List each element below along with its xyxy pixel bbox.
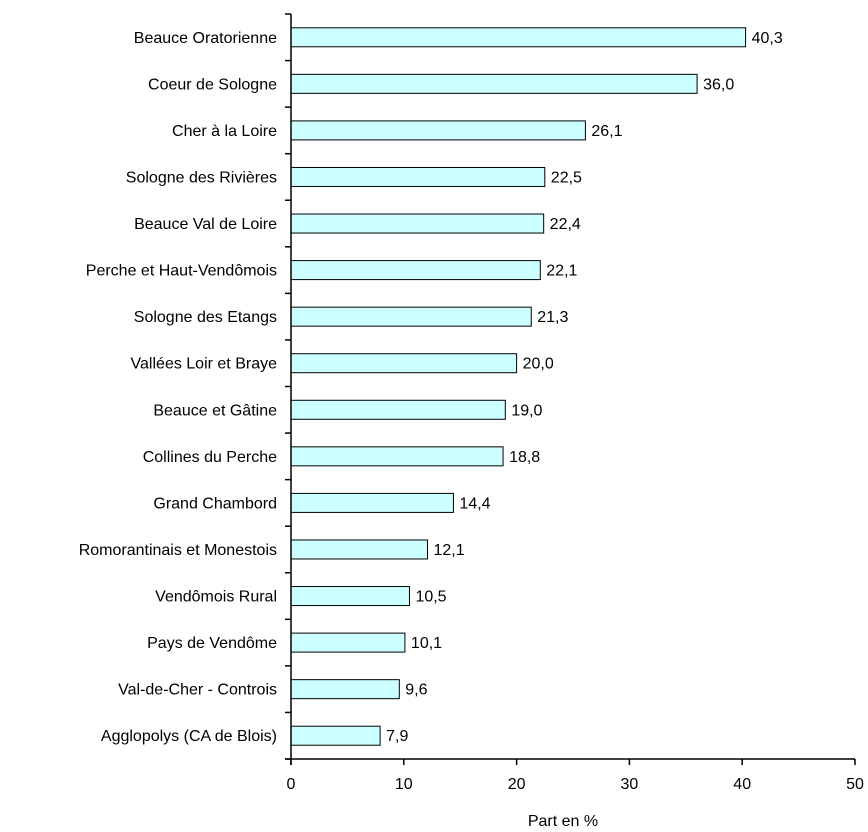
- value-label-11: 12,1: [433, 542, 464, 559]
- value-label-6: 21,3: [537, 309, 568, 326]
- value-label-1: 36,0: [703, 76, 734, 93]
- category-label-3: Sologne des Rivières: [126, 169, 277, 186]
- bar-14: [290, 679, 400, 700]
- category-label-14: Val-de-Cher - Controis: [118, 682, 277, 699]
- category-label-7: Vallées Loir et Braye: [131, 356, 278, 373]
- bar-4: [290, 213, 545, 234]
- category-label-8: Beauce et Gâtine: [153, 402, 277, 419]
- category-labels-group: Beauce Oratorienne Coeur de Sologne Cher à…: [79, 30, 277, 745]
- value-label-5: 22,1: [546, 263, 577, 280]
- category-label-9: Collines du Perche: [143, 449, 277, 466]
- category-label-12: Vendômois Rural: [155, 589, 277, 606]
- bar-11: [290, 539, 428, 560]
- value-label-7: 20,0: [523, 356, 554, 373]
- category-label-13: Pays de Vendôme: [147, 635, 277, 652]
- bar-15: [290, 725, 381, 746]
- value-label-10: 14,4: [459, 495, 490, 512]
- axes-group: [285, 14, 855, 765]
- value-label-9: 18,8: [509, 449, 540, 466]
- x-tick-label-4: 40: [733, 776, 751, 793]
- category-label-1: Coeur de Sologne: [148, 76, 277, 93]
- bar-10: [290, 492, 454, 513]
- bars-group: [290, 27, 747, 746]
- value-labels-group: 40,3 36,0 26,1 22,5 22,4 22,1 21,3 20,0 19,0 18,8…: [386, 30, 783, 745]
- category-label-4: Beauce Val de Loire: [134, 216, 277, 233]
- category-label-2: Cher à la Loire: [172, 123, 277, 140]
- bar-3: [290, 166, 546, 187]
- x-tick-label-2: 20: [508, 776, 526, 793]
- bar-7: [290, 353, 518, 374]
- value-label-13: 10,1: [411, 635, 442, 652]
- value-label-2: 26,1: [591, 123, 622, 140]
- category-label-5: Perche et Haut-Vendômois: [86, 263, 277, 280]
- bar-5: [290, 260, 541, 281]
- ticks-group: 0 10 20 30 40 50: [285, 13, 864, 793]
- value-label-15: 7,9: [386, 728, 408, 745]
- bar-9: [290, 446, 504, 467]
- x-tick-label-0: 0: [287, 776, 296, 793]
- x-tick-label-5: 50: [846, 776, 864, 793]
- bar-13: [290, 632, 406, 653]
- value-label-14: 9,6: [405, 682, 427, 699]
- x-axis-title: Part en %: [528, 813, 598, 830]
- x-tick-label-1: 10: [395, 776, 413, 793]
- x-tick-label-3: 30: [621, 776, 639, 793]
- bar-6: [290, 306, 532, 327]
- value-label-0: 40,3: [752, 30, 783, 47]
- value-label-12: 10,5: [415, 589, 446, 606]
- category-label-10: Grand Chambord: [153, 495, 277, 512]
- bar-8: [290, 399, 506, 420]
- value-label-8: 19,0: [511, 402, 542, 419]
- value-label-3: 22,5: [551, 169, 582, 186]
- bar-0: [290, 27, 747, 48]
- category-label-0: Beauce Oratorienne: [134, 30, 277, 47]
- value-label-4: 22,4: [550, 216, 581, 233]
- category-label-6: Sologne des Etangs: [134, 309, 277, 326]
- category-label-15: Agglopolys (CA de Blois): [101, 728, 277, 745]
- bar-12: [290, 586, 410, 607]
- category-label-11: Romorantinais et Monestois: [79, 542, 277, 559]
- bar-1: [290, 73, 698, 94]
- bar-2: [290, 120, 586, 141]
